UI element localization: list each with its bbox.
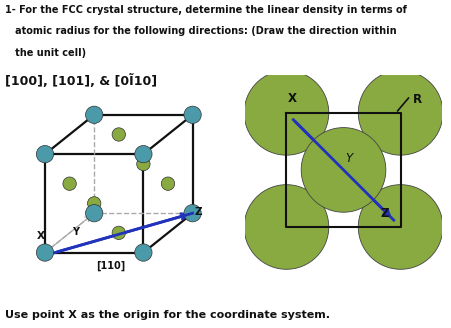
Circle shape — [63, 177, 76, 190]
Text: Z: Z — [380, 207, 388, 220]
Text: X: X — [287, 92, 296, 105]
Text: R: R — [411, 93, 421, 106]
Text: the unit cell): the unit cell) — [5, 48, 86, 57]
Text: [110]: [110] — [96, 260, 125, 271]
Text: Y: Y — [345, 152, 352, 165]
Circle shape — [184, 205, 201, 222]
Circle shape — [358, 71, 442, 155]
Circle shape — [87, 197, 101, 210]
Circle shape — [136, 157, 150, 171]
Text: Z: Z — [194, 207, 202, 217]
Text: 1- For the FCC crystal structure, determine the linear density in terms of: 1- For the FCC crystal structure, determ… — [5, 5, 406, 15]
Circle shape — [134, 244, 152, 261]
Circle shape — [358, 185, 442, 269]
Text: Y: Y — [72, 227, 79, 237]
Circle shape — [85, 106, 103, 123]
Circle shape — [112, 226, 125, 239]
Circle shape — [85, 205, 103, 222]
Circle shape — [36, 146, 54, 163]
Text: atomic radius for the following directions: (Draw the direction within: atomic radius for the following directio… — [5, 26, 396, 36]
Circle shape — [184, 106, 201, 123]
Text: [100], [101], & [0Ĩ10]: [100], [101], & [0Ĩ10] — [5, 74, 157, 88]
Circle shape — [161, 177, 174, 190]
Circle shape — [36, 244, 54, 261]
Circle shape — [134, 146, 152, 163]
Circle shape — [112, 128, 125, 141]
Text: X: X — [37, 231, 45, 241]
Text: Use point X as the origin for the coordinate system.: Use point X as the origin for the coordi… — [5, 310, 330, 320]
Circle shape — [244, 185, 328, 269]
Circle shape — [300, 128, 385, 212]
Circle shape — [244, 71, 328, 155]
